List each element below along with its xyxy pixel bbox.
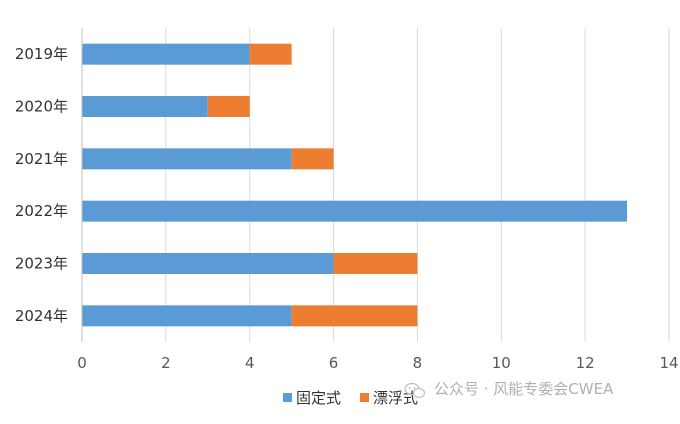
legend-label: 固定式 <box>296 389 341 407</box>
category-label: 2019年 <box>15 45 68 63</box>
x-axis-ticks: 0 2 4 6 8 10 12 14 <box>77 354 678 372</box>
x-tick-label: 12 <box>576 354 595 372</box>
x-tick-label: 2 <box>161 354 171 372</box>
category-label: 2024年 <box>15 307 68 325</box>
legend-swatch <box>283 393 292 402</box>
grid-lines <box>165 28 670 342</box>
bar-segment-fixed <box>82 305 292 327</box>
bar-segment-fixed <box>82 148 292 170</box>
bars <box>82 43 628 327</box>
bar-segment-fixed <box>82 96 208 117</box>
bar-segment-fixed <box>82 253 334 274</box>
x-tick-label: 0 <box>77 354 87 372</box>
bar-segment-floating <box>207 96 250 117</box>
bar-segment-floating <box>291 305 418 327</box>
legend: 固定式 漂浮式 <box>283 389 418 407</box>
category-label: 2020年 <box>15 98 68 116</box>
bar-segment-floating <box>333 253 418 274</box>
x-tick-label: 4 <box>245 354 255 372</box>
watermark: 公众号 · 风能专委会CWEA <box>404 380 614 399</box>
x-tick-label: 10 <box>492 354 511 372</box>
bar-segment-fixed <box>82 200 628 222</box>
category-label: 2022年 <box>15 202 68 220</box>
category-label: 2021年 <box>15 150 68 168</box>
bar-segment-fixed <box>82 43 250 65</box>
bar-segment-floating <box>291 148 334 170</box>
x-tick-label: 6 <box>329 354 339 372</box>
legend-label: 漂浮式 <box>373 389 418 407</box>
watermark-text: 公众号 · 风能专委会CWEA <box>434 380 614 398</box>
bar-segment-floating <box>249 43 292 65</box>
x-tick-label: 8 <box>413 354 423 372</box>
category-label: 2023年 <box>15 255 68 273</box>
x-tick-label: 14 <box>659 354 678 372</box>
legend-swatch <box>360 393 369 402</box>
category-labels: 2019年 2020年 2021年 2022年 2023年 2024年 <box>15 45 68 325</box>
wechat-icon <box>404 382 426 399</box>
